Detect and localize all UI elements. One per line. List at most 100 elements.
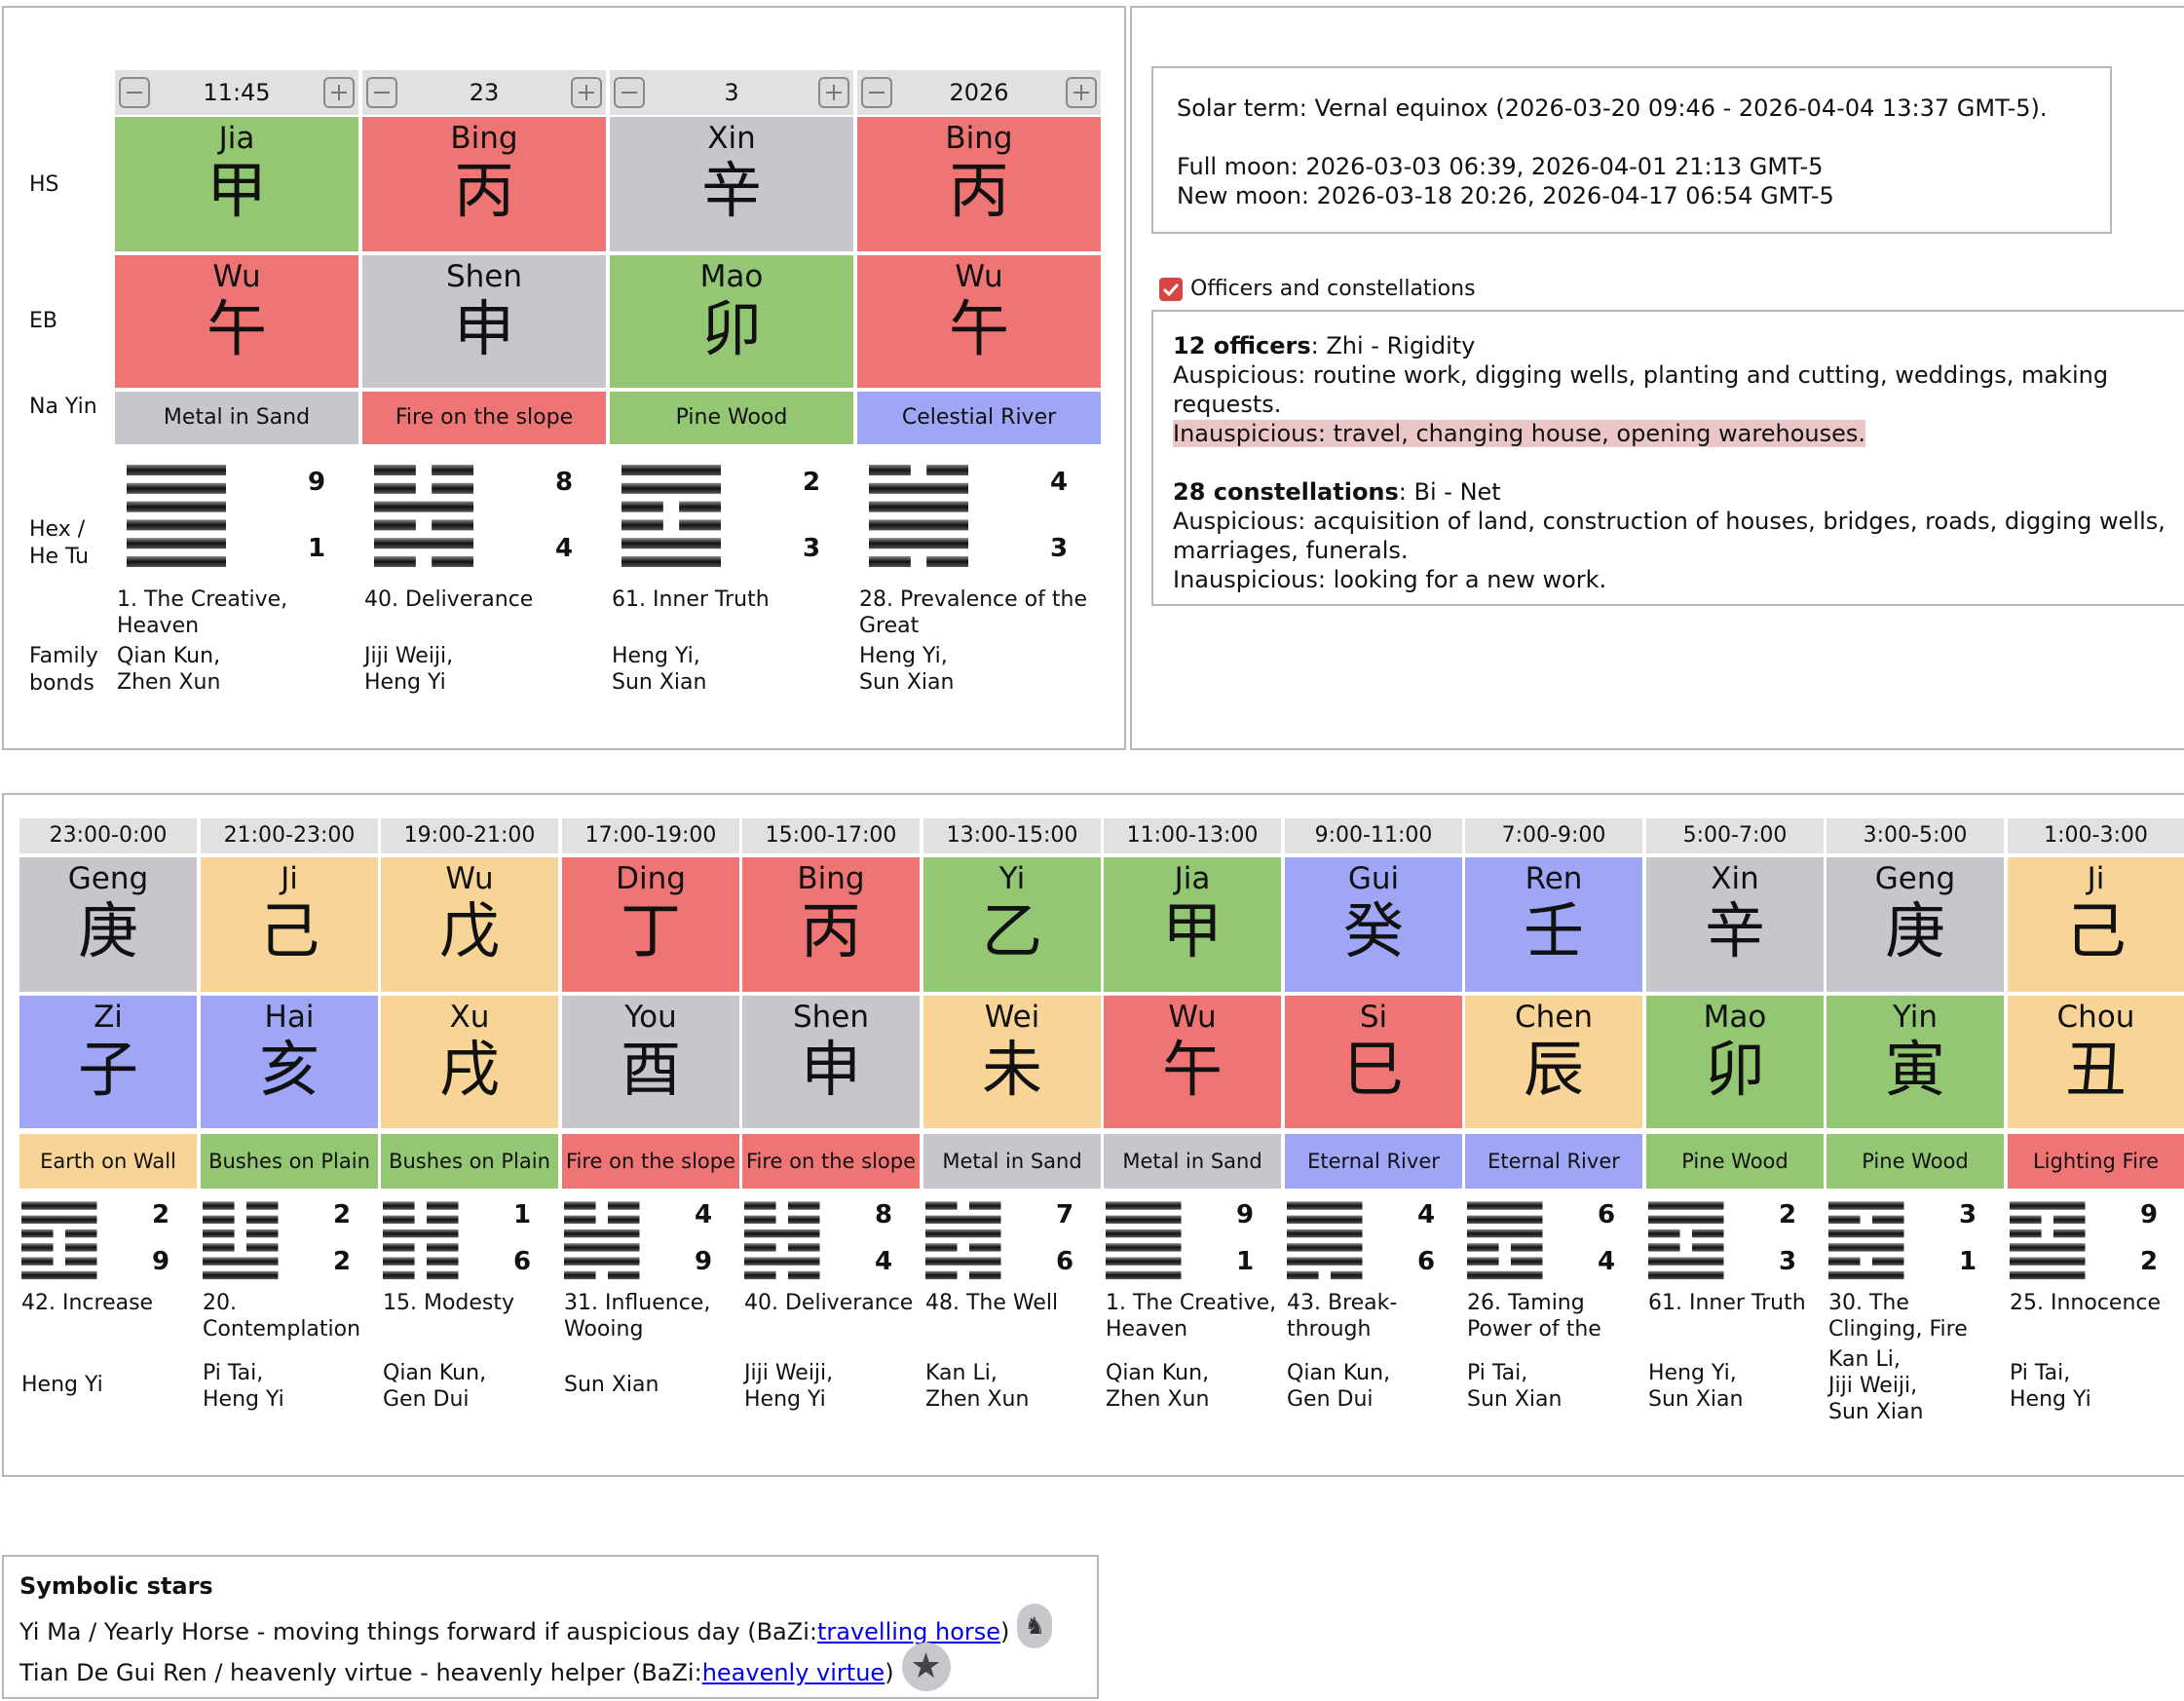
hour-hexagram [21, 1196, 97, 1285]
stem-name: Geng [1874, 861, 1956, 896]
hetu-top-number: 2 [1779, 1200, 1797, 1229]
minus-button[interactable] [861, 77, 892, 108]
hour-hexagram-name: 15. Modesty [383, 1291, 515, 1315]
stem-name: Wu [445, 861, 494, 896]
hetu-top-number: 1 [513, 1200, 532, 1229]
hour-family-bonds: Sun Xian [564, 1373, 659, 1397]
hour-hexagram [925, 1196, 1001, 1285]
hour-time: 19:00-21:00 [381, 818, 558, 853]
hour-time: 13:00-15:00 [923, 818, 1101, 853]
hour-hexagram [1828, 1196, 1904, 1285]
hetu-top-number: 2 [803, 468, 821, 497]
bazi-link[interactable]: travelling horse [816, 1618, 1001, 1645]
heavenly-stem: Bing 丙 [362, 117, 606, 251]
officers-title: 12 officers [1173, 332, 1311, 359]
hour-stem: Ding 丁 [562, 857, 739, 992]
hour-nayin-badge: Bushes on Plain [201, 1134, 378, 1189]
heavenly-stem: Bing 丙 [857, 117, 1101, 251]
hour-hexagram-name: 1. The Creative, Heaven [1106, 1291, 1277, 1342]
hour-hexagram [2010, 1196, 2086, 1285]
stem-character: 癸 [1342, 895, 1404, 966]
branch-name: Wu [212, 259, 261, 294]
hexagram-icon [564, 1201, 640, 1280]
stem-character: 辛 [700, 155, 762, 226]
hour-time: 23:00-0:00 [19, 818, 197, 853]
hour-nayin-badge: Fire on the slope [742, 1134, 920, 1189]
stem-name: Bing [797, 861, 865, 896]
officers-checkbox-row[interactable]: Officers and constellations [1159, 277, 1476, 301]
hour-hexagram-name: 25. Innocence [2010, 1291, 2162, 1315]
hetu-top-number: 9 [1236, 1200, 1255, 1229]
branch-name: Hai [264, 1000, 315, 1035]
officers-checkbox-label: Officers and constellations [1190, 277, 1476, 301]
hour-branch: Hai 亥 [201, 996, 378, 1128]
officers-auspicious: Auspicious: routine work, digging wells,… [1173, 361, 2109, 418]
hour-nayin-badge: Earth on Wall [19, 1134, 197, 1189]
pillar-value: 11:45 [203, 79, 271, 106]
hexagram-name: 61. Inner Truth [612, 587, 770, 612]
constellations-auspicious: Auspicious: acquisition of land, constru… [1173, 508, 2165, 564]
hour-hexagram-name: 43. Break-through [1287, 1291, 1398, 1342]
stem-name: Ding [616, 861, 686, 896]
hour-hexagram [1106, 1196, 1182, 1285]
hour-stem: Gui 癸 [1285, 857, 1462, 992]
hetu-bottom-number: 4 [555, 534, 574, 563]
hetu-top-number: 3 [1959, 1200, 1977, 1229]
hexagram-icon [1828, 1201, 1904, 1280]
stem-character: 丙 [800, 895, 861, 966]
branch-character: 申 [800, 1034, 861, 1105]
hour-branch: You 酉 [562, 996, 739, 1128]
plus-button[interactable] [1066, 77, 1097, 108]
hour-branch: Chou 丑 [2008, 996, 2184, 1128]
branch-name: Yin [1892, 1000, 1939, 1035]
plus-button[interactable] [571, 77, 602, 108]
hour-hexagram-name: 40. Deliverance [744, 1291, 914, 1315]
hexagram-icon [925, 1201, 1001, 1280]
stem-name: Bing [945, 121, 1013, 156]
star-description: Yi Ma / Yearly Horse - moving things for… [19, 1618, 817, 1645]
officers-checkbox[interactable] [1159, 277, 1183, 301]
horse-icon: ♞ [1017, 1604, 1053, 1648]
hex-label: Hex / He Tu [29, 517, 90, 569]
hetu-top-number: 9 [308, 468, 326, 497]
nayin-badge: Pine Wood [610, 392, 853, 444]
hour-hexagram-name: 48. The Well [925, 1291, 1059, 1315]
hour-family-bonds: Kan Li, Jiji Weiji, Sun Xian [1828, 1347, 1924, 1424]
symbolic-star-item: Tian De Gui Ren / heavenly virtue - heav… [19, 1643, 951, 1697]
hour-family-bonds: Kan Li, Zhen Xun [925, 1361, 1030, 1412]
eb-label: EB [29, 309, 57, 333]
symbolic-stars-panel [2, 1555, 1099, 1699]
hetu-top-number: 8 [555, 468, 574, 497]
hour-time: 7:00-9:00 [1465, 818, 1642, 853]
plus-button[interactable] [323, 77, 355, 108]
earthly-branch: Shen 申 [362, 255, 606, 388]
bazi-link[interactable]: heavenly virtue [701, 1659, 885, 1686]
hetu-top-number: 8 [875, 1200, 893, 1229]
hexagram-icon [127, 465, 226, 567]
hour-hexagram-name: 30. The Clinging, Fire [1828, 1291, 1968, 1342]
pillar-value: 2026 [949, 79, 1009, 106]
earthly-branch: Wu 午 [115, 255, 358, 388]
full-moon-text: Full moon: 2026-03-03 06:39, 2026-04-01 … [1177, 153, 1824, 180]
hour-branch: Si 巳 [1285, 996, 1462, 1128]
minus-button[interactable] [366, 77, 397, 108]
hetu-bottom-number: 3 [803, 534, 821, 563]
family-bonds: Heng Yi, Sun Xian [612, 644, 707, 695]
family-bonds: Qian Kun, Zhen Xun [117, 644, 221, 695]
branch-name: Shen [445, 259, 523, 294]
officers-value: : Zhi - Rigidity [1310, 332, 1476, 359]
minus-button[interactable] [614, 77, 645, 108]
hour-hexagram [1287, 1196, 1363, 1285]
hour-branch: Mao 卯 [1646, 996, 1824, 1128]
plus-button[interactable] [818, 77, 849, 108]
minus-button[interactable] [119, 77, 150, 108]
hexagram-name: 1. The Creative, Heaven [117, 587, 288, 638]
hetu-bottom-number: 3 [1050, 534, 1069, 563]
branch-character: 辰 [1523, 1034, 1584, 1105]
hetu-bottom-number: 9 [152, 1247, 170, 1276]
stem-name: Xin [707, 121, 756, 156]
pillar-value: 23 [469, 79, 500, 106]
hexagram-icon [1106, 1201, 1182, 1280]
hour-stem: Ren 壬 [1465, 857, 1642, 992]
hetu-bottom-number: 6 [513, 1247, 532, 1276]
